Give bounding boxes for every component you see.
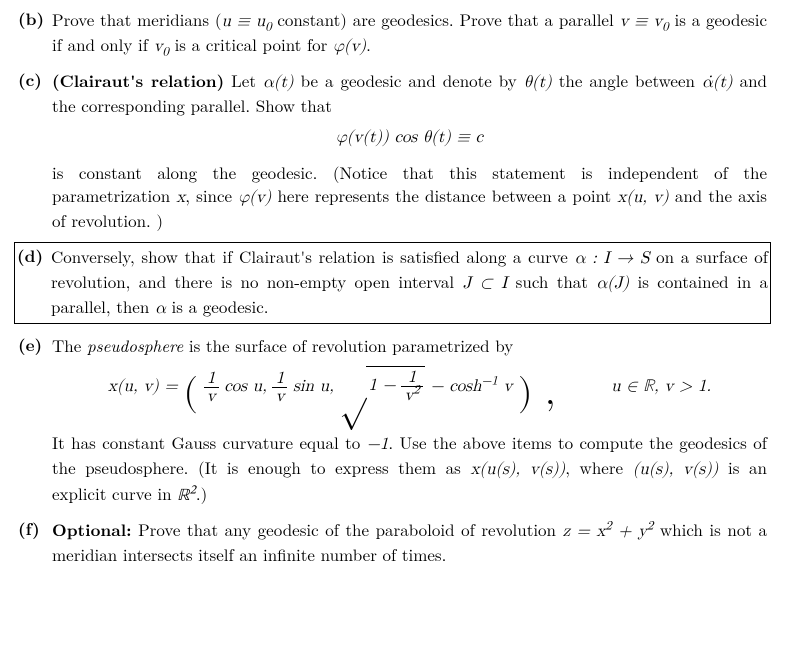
math: x bbox=[176, 189, 185, 206]
frac-num: 1 bbox=[204, 370, 219, 388]
text: Let bbox=[224, 68, 263, 92]
problem-e-label: (e) bbox=[18, 334, 52, 356]
problem-b-label: (b) bbox=[18, 8, 52, 30]
paren-open: ( bbox=[183, 375, 198, 412]
problem-f-label: (f) bbox=[18, 518, 52, 540]
problem-c-label: (c) bbox=[18, 69, 52, 91]
math: θ(t) bbox=[524, 74, 552, 91]
problem-e-display: x(u, v) = ( 1 v cos u, 1 v sin u, √ 1 − … bbox=[52, 366, 767, 418]
cosh: − cosh bbox=[430, 378, 481, 395]
math: α : I → S bbox=[575, 250, 650, 267]
math: α bbox=[155, 300, 166, 317]
math: z = x bbox=[563, 523, 606, 540]
problem-f: (f) Optional: Prove that any geodesic of… bbox=[18, 518, 767, 566]
emph: pseudosphere bbox=[87, 333, 183, 357]
text: is the surface of revolution parametrize… bbox=[183, 333, 513, 357]
math: v ≡ v bbox=[620, 13, 663, 30]
tail: sin u, bbox=[287, 378, 339, 395]
text: is a geodesic. bbox=[166, 294, 269, 318]
sqrt-sign: √ bbox=[339, 374, 366, 406]
math: α̇(t) bbox=[702, 74, 733, 91]
sqrt-body: 1 − 1 v2 bbox=[366, 366, 424, 404]
math: (u(s), v(s)) bbox=[633, 461, 719, 478]
text: Prove that meridians ( bbox=[52, 7, 221, 31]
problem-c-display: φ(v(t)) cos θ(t) ≡ c bbox=[52, 127, 767, 149]
cosh-sup: −1 bbox=[481, 376, 497, 388]
text: Conversely, show that if Clairaut's rela… bbox=[51, 244, 575, 268]
side-condition: u ∈ ℝ, v > 1. bbox=[611, 376, 711, 398]
text: Prove that any geodesic of the paraboloi… bbox=[132, 517, 563, 541]
problem-e: (e) The pseudosphere is the surface of r… bbox=[18, 334, 767, 508]
math: u ≡ u bbox=[221, 13, 265, 30]
text: such that bbox=[507, 269, 596, 293]
math: φ(v) bbox=[238, 189, 271, 206]
problem-e-content: The pseudosphere is the surface of revol… bbox=[52, 334, 767, 508]
problem-c: (c) (Clairaut's relation) Let α(t) be a … bbox=[18, 69, 767, 232]
frac-2: 1 v bbox=[272, 370, 287, 405]
cosh-arg: v bbox=[498, 378, 513, 395]
problem-d-content: Conversely, show that if Clairaut's rela… bbox=[51, 245, 768, 321]
problem-b: (b) Prove that meridians (u ≡ u0 constan… bbox=[18, 8, 767, 59]
frac-den: v2 bbox=[401, 387, 422, 404]
math: φ(v) bbox=[333, 38, 366, 55]
math: J ⊂ I bbox=[462, 275, 507, 292]
math: −1 bbox=[367, 436, 389, 453]
text: constant) are geodesics. Prove that a pa… bbox=[272, 7, 620, 31]
math: α(t) bbox=[263, 74, 294, 91]
math: x(u, v) bbox=[617, 189, 668, 206]
frac-den: v bbox=[204, 388, 219, 405]
text: , since bbox=[185, 183, 238, 207]
paren-close: ) , bbox=[518, 375, 555, 412]
math: ℝ bbox=[177, 488, 189, 505]
problem-f-title: Optional: bbox=[52, 518, 132, 542]
text: , where bbox=[565, 455, 632, 479]
problem-d-label: (d) bbox=[17, 245, 51, 267]
math: + y bbox=[612, 523, 647, 540]
tail: cos u, bbox=[219, 378, 273, 395]
text: here represents the distance between a p… bbox=[271, 183, 617, 207]
math: α(J) bbox=[596, 275, 629, 292]
text: The bbox=[52, 333, 87, 357]
text: .) bbox=[196, 481, 207, 505]
frac-den: v bbox=[272, 388, 287, 405]
math: x(u(s), v(s)) bbox=[470, 461, 565, 478]
problem-f-content: Optional: Prove that any geodesic of the… bbox=[52, 518, 767, 566]
frac-num: 1 bbox=[272, 370, 287, 388]
problem-c-content: (Clairaut's relation) Let α(t) be a geod… bbox=[52, 69, 767, 232]
math: v bbox=[154, 38, 163, 55]
problem-b-content: Prove that meridians (u ≡ u0 constant) a… bbox=[52, 8, 767, 59]
text: is a critical point for bbox=[169, 32, 333, 56]
lhs: x(u, v) = bbox=[108, 378, 184, 395]
den-sup: 2 bbox=[413, 385, 419, 397]
text: be a geodesic and denote by bbox=[294, 68, 524, 92]
den-base: v bbox=[404, 387, 413, 404]
problem-c-title: (Clairaut's relation) bbox=[52, 69, 224, 93]
problem-d: (d) Conversely, show that if Clairaut's … bbox=[14, 242, 771, 324]
sqrt-lead: 1 − bbox=[368, 377, 401, 394]
frac-1: 1 v bbox=[204, 370, 219, 405]
frac-3: 1 v2 bbox=[401, 369, 422, 404]
display-math: φ(v(t)) cos θ(t) ≡ c bbox=[336, 129, 483, 146]
text: the angle between bbox=[552, 68, 702, 92]
text: . bbox=[366, 32, 371, 56]
text: It has constant Gauss curvature equal to bbox=[52, 430, 367, 454]
